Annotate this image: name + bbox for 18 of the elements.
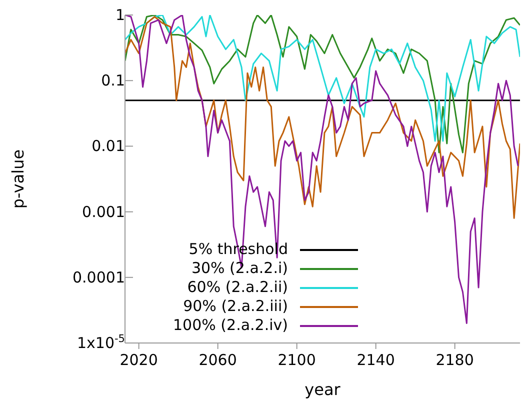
legend-label: 100% (2.a.2.iv) xyxy=(173,316,288,335)
y-tick-label: 0.01 xyxy=(92,137,125,156)
x-tick-label: 2180 xyxy=(436,351,474,369)
y-tick-label: 0.0001 xyxy=(72,268,125,286)
legend-label: 60% (2.a.2.ii) xyxy=(187,278,288,297)
x-tick-label: 2140 xyxy=(356,351,395,369)
y-axis-title: p-value xyxy=(8,149,28,209)
legend-label: 30% (2.a.2.i) xyxy=(191,259,288,278)
y-tick-label: 1x10$^{-5}$ xyxy=(77,333,125,352)
legend-label: 90% (2.a.2.iii) xyxy=(183,297,288,316)
x-tick-label: 2020 xyxy=(120,351,158,369)
x-axis-title: year xyxy=(304,380,341,399)
y-tick-label: 1 xyxy=(115,6,125,24)
x-tick-label: 2100 xyxy=(278,351,316,369)
line-series xyxy=(125,16,520,219)
x-tick-label: 2060 xyxy=(198,351,237,369)
y-tick-label: 0.1 xyxy=(101,72,125,90)
y-tick-label: 0.001 xyxy=(82,202,125,221)
